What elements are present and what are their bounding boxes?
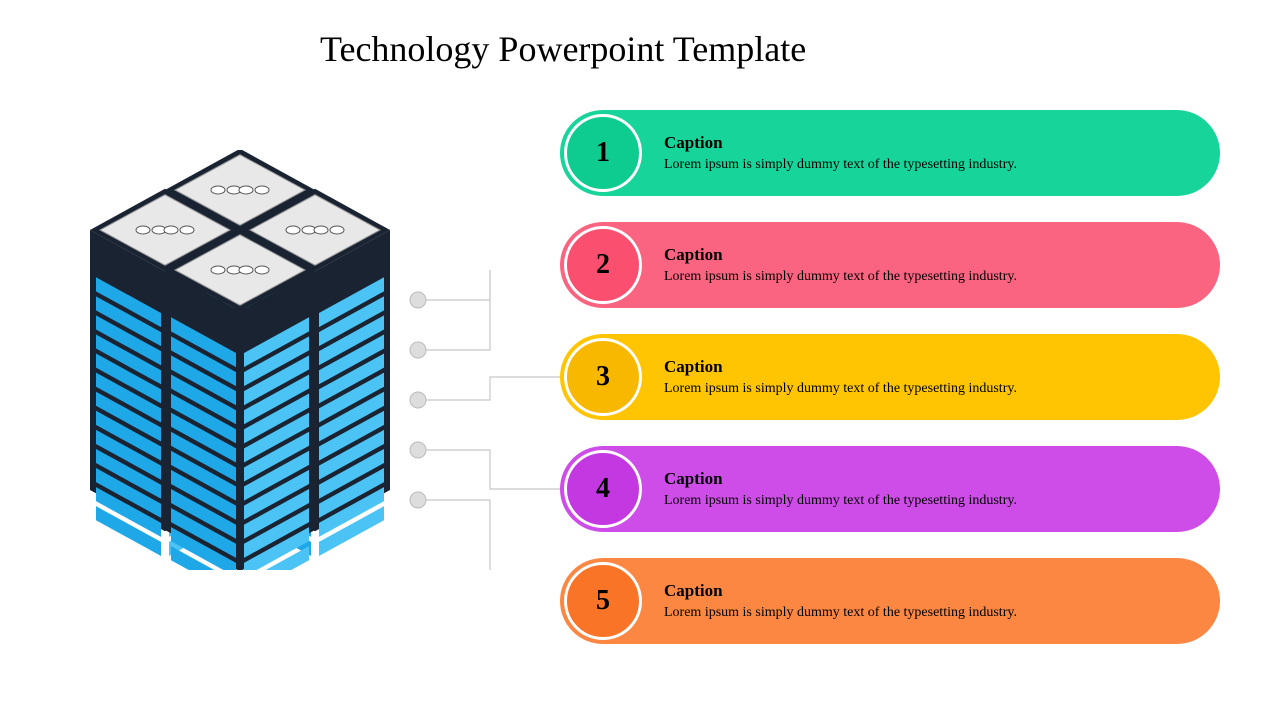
item-text: Caption Lorem ipsum is simply dummy text … bbox=[664, 245, 1037, 285]
item-description: Lorem ipsum is simply dummy text of the … bbox=[664, 269, 1017, 285]
item-number-badge: 3 bbox=[564, 338, 642, 416]
item-number: 1 bbox=[596, 137, 610, 169]
slide-title: Technology Powerpoint Template bbox=[320, 28, 806, 70]
item-number-badge: 5 bbox=[564, 562, 642, 640]
server-illustration bbox=[70, 150, 410, 570]
item-text: Caption Lorem ipsum is simply dummy text … bbox=[664, 581, 1037, 621]
item-caption: Caption bbox=[664, 133, 1017, 153]
item-text: Caption Lorem ipsum is simply dummy text … bbox=[664, 133, 1037, 173]
item-text: Caption Lorem ipsum is simply dummy text … bbox=[664, 357, 1037, 397]
list-item: 1 Caption Lorem ipsum is simply dummy text… bbox=[560, 110, 1220, 196]
list-item: 2 Caption Lorem ipsum is simply dummy text… bbox=[560, 222, 1220, 308]
list-item: 5 Caption Lorem ipsum is simply dummy text… bbox=[560, 558, 1220, 644]
item-description: Lorem ipsum is simply dummy text of the … bbox=[664, 605, 1017, 621]
item-number-badge: 1 bbox=[564, 114, 642, 192]
item-caption: Caption bbox=[664, 245, 1017, 265]
caption-list: 1 Caption Lorem ipsum is simply dummy text… bbox=[560, 110, 1220, 670]
item-caption: Caption bbox=[664, 469, 1017, 489]
item-caption: Caption bbox=[664, 357, 1017, 377]
item-number: 4 bbox=[596, 473, 610, 505]
list-item: 4 Caption Lorem ipsum is simply dummy text… bbox=[560, 446, 1220, 532]
item-caption: Caption bbox=[664, 581, 1017, 601]
item-number: 5 bbox=[596, 585, 610, 617]
item-description: Lorem ipsum is simply dummy text of the … bbox=[664, 157, 1017, 173]
item-number-badge: 4 bbox=[564, 450, 642, 528]
item-description: Lorem ipsum is simply dummy text of the … bbox=[664, 493, 1017, 509]
item-text: Caption Lorem ipsum is simply dummy text … bbox=[664, 469, 1037, 509]
item-description: Lorem ipsum is simply dummy text of the … bbox=[664, 381, 1017, 397]
list-item: 3 Caption Lorem ipsum is simply dummy text… bbox=[560, 334, 1220, 420]
item-number: 2 bbox=[596, 249, 610, 281]
connector-lines bbox=[400, 270, 570, 570]
item-number: 3 bbox=[596, 361, 610, 393]
item-number-badge: 2 bbox=[564, 226, 642, 304]
